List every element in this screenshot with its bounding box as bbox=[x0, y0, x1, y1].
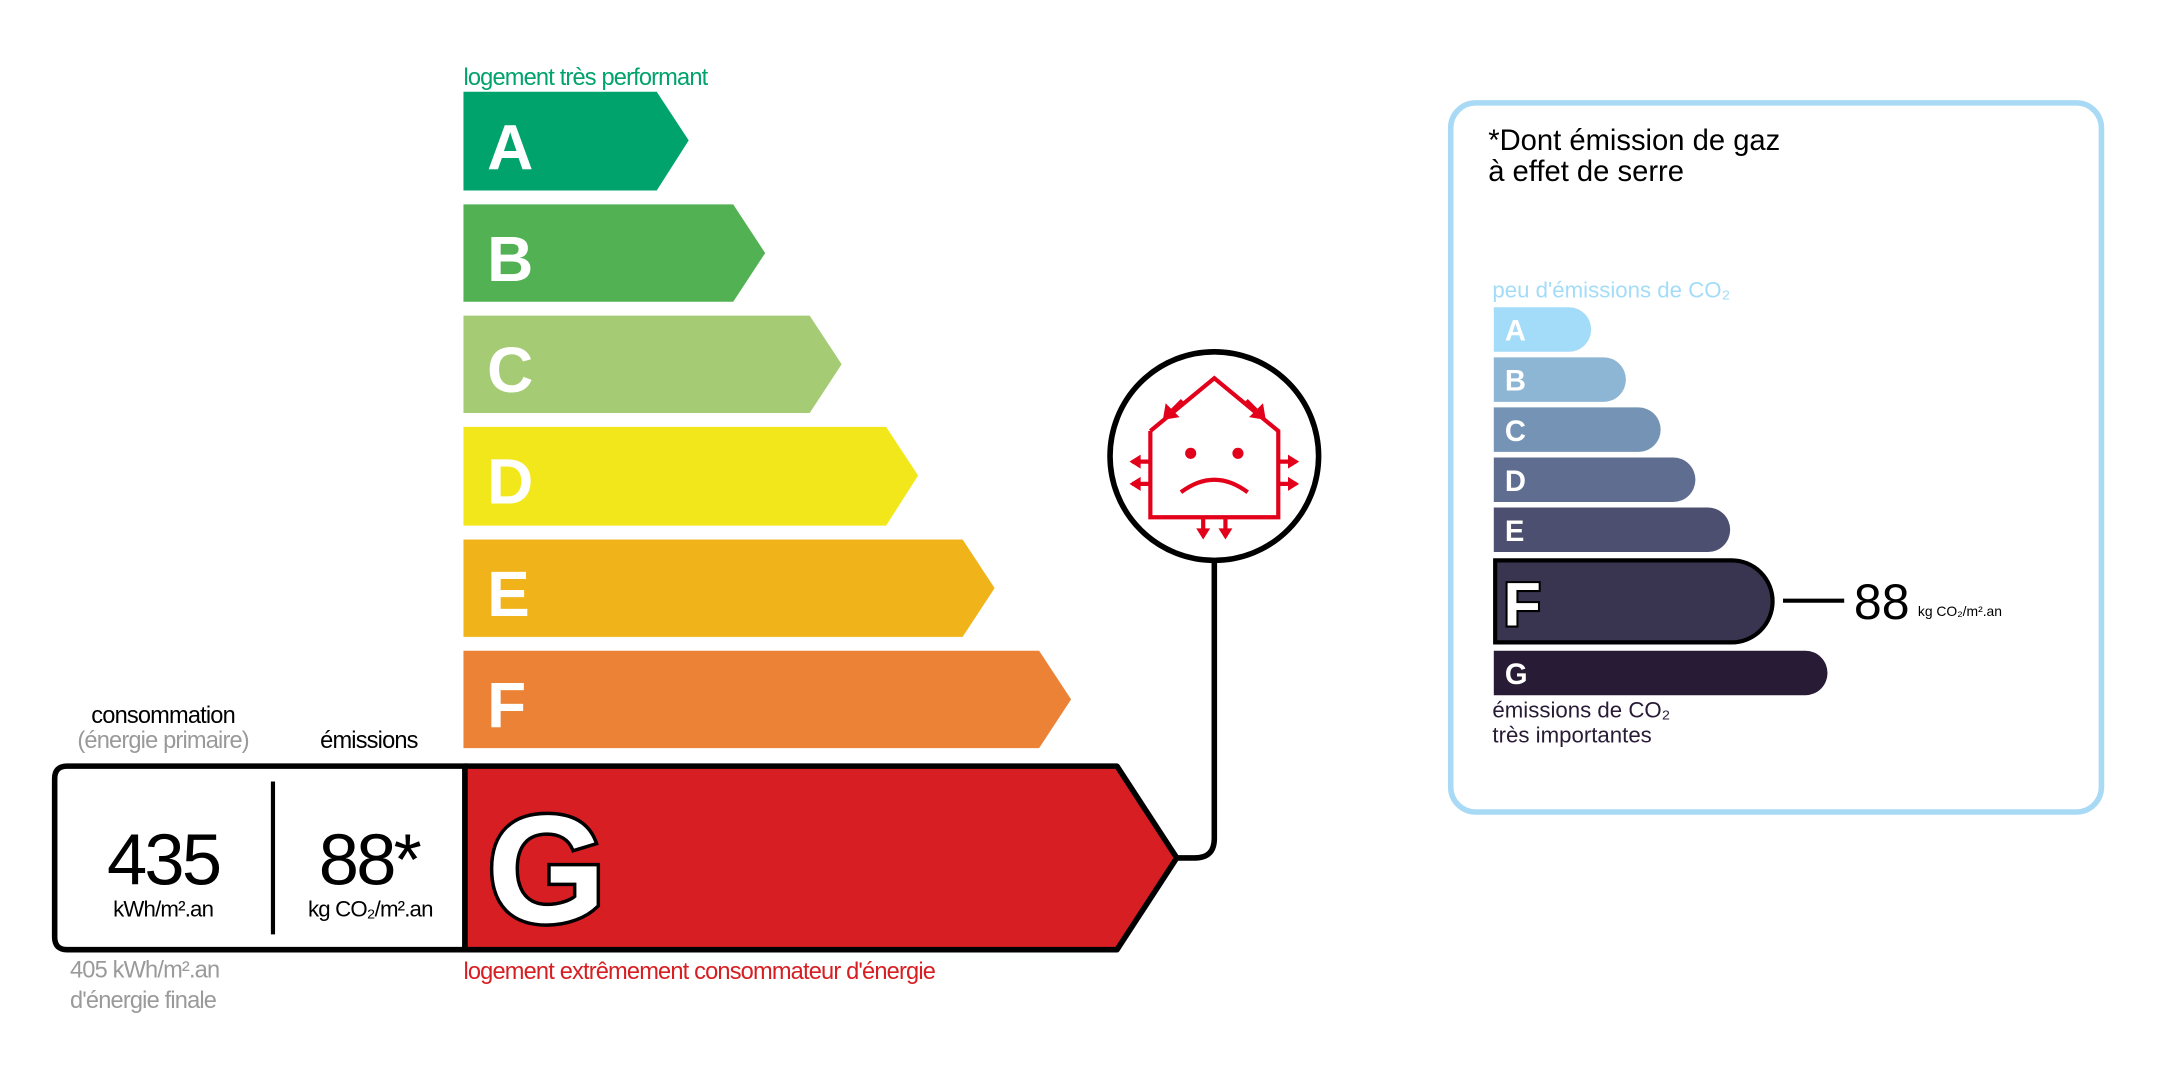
ges-bar-b-letter: B bbox=[1505, 366, 1526, 398]
emissions-unit: kg CO₂/m².an bbox=[308, 896, 433, 921]
emissions-header: émissions bbox=[320, 728, 418, 754]
dpe-bottom-label: logement extrêmement consommateur d'éner… bbox=[463, 959, 935, 985]
values-box bbox=[51, 763, 468, 953]
passoire-house-sad-icon bbox=[1107, 349, 1322, 564]
ges-bar-e-letter: E bbox=[1505, 516, 1524, 548]
dpe-bar-g-current: G bbox=[51, 763, 1180, 958]
emissions-value: 88* bbox=[319, 820, 421, 900]
ges-title-line2: à effet de serre bbox=[1488, 156, 1684, 188]
ges-bar-g-letter: G bbox=[1505, 659, 1528, 691]
dpe-bar-e: E bbox=[463, 539, 995, 637]
ges-bottom-label-line2: très importantes bbox=[1492, 723, 1651, 748]
dpe-bar-g-letter: G bbox=[487, 785, 606, 955]
dpe-bar-b-letter: B bbox=[487, 223, 533, 295]
ges-bar-d: D bbox=[1493, 457, 1696, 502]
dpe-bar-a-shape bbox=[463, 91, 689, 191]
ges-value: 88 bbox=[1854, 574, 1910, 630]
ges-bar-a-shape bbox=[1493, 307, 1592, 352]
ges-title-line1: *Dont émission de gaz bbox=[1488, 125, 1780, 157]
ges-bar-f-shape bbox=[1493, 558, 1775, 645]
ges-bar-g: G bbox=[1493, 650, 1828, 696]
ges-top-label: peu d'émissions de CO₂ bbox=[1492, 278, 1730, 303]
dpe-bar-e-shape bbox=[463, 539, 995, 637]
ges-bar-d-shape bbox=[1493, 457, 1696, 502]
dpe-bar-f-letter: F bbox=[487, 669, 526, 741]
consumption-unit: kWh/m².an bbox=[113, 896, 213, 921]
dpe-bar-b: B bbox=[463, 204, 766, 302]
consumption-subheader: (énergie primaire) bbox=[77, 728, 248, 754]
ges-bar-a-letter: A bbox=[1505, 316, 1526, 348]
dpe-bar-f-shape bbox=[463, 650, 1072, 749]
final-energy-value: 405 kWh/m².an bbox=[70, 957, 219, 983]
ges-unit: kg CO₂/m².an bbox=[1918, 603, 2002, 619]
ges-bar-b: B bbox=[1493, 357, 1626, 402]
ges-bar-g-shape bbox=[1493, 650, 1828, 696]
icon-connector bbox=[1176, 558, 1218, 861]
ges-bar-f-letter: F bbox=[1504, 571, 1541, 639]
ges-bar-d-letter: D bbox=[1505, 466, 1526, 498]
ges-bar-a: A bbox=[1493, 307, 1592, 352]
dpe-top-label: logement très performant bbox=[463, 65, 708, 91]
ges-bar-b-shape bbox=[1493, 357, 1626, 402]
consumption-header: consommation bbox=[91, 703, 235, 729]
dpe-bar-e-letter: E bbox=[487, 558, 530, 630]
consumption-value: 435 bbox=[107, 820, 220, 900]
final-energy-label: d'énergie finale bbox=[70, 988, 217, 1014]
ges-bar-e-shape bbox=[1493, 507, 1731, 553]
dpe-bar-d-letter: D bbox=[487, 445, 533, 517]
ges-bar-c-letter: C bbox=[1505, 416, 1526, 448]
dpe-bar-c-letter: C bbox=[487, 334, 533, 406]
dpe-bar-c: C bbox=[463, 315, 842, 413]
dpe-bar-a: A bbox=[463, 91, 689, 191]
ges-bar-f-current: F bbox=[1493, 558, 1775, 645]
dpe-bar-c-shape bbox=[463, 315, 842, 413]
ges-bottom-label-line1: émissions de CO₂ bbox=[1492, 697, 1670, 722]
dpe-bar-d: D bbox=[463, 426, 919, 526]
ges-bar-e: E bbox=[1493, 507, 1731, 553]
dpe-bar-d-shape bbox=[463, 426, 919, 526]
ges-bar-c-shape bbox=[1493, 407, 1661, 452]
ges-bar-c: C bbox=[1493, 407, 1661, 452]
dpe-bar-a-letter: A bbox=[487, 112, 533, 184]
dpe-bar-b-shape bbox=[463, 204, 766, 302]
dpe-bar-f: F bbox=[463, 650, 1072, 749]
